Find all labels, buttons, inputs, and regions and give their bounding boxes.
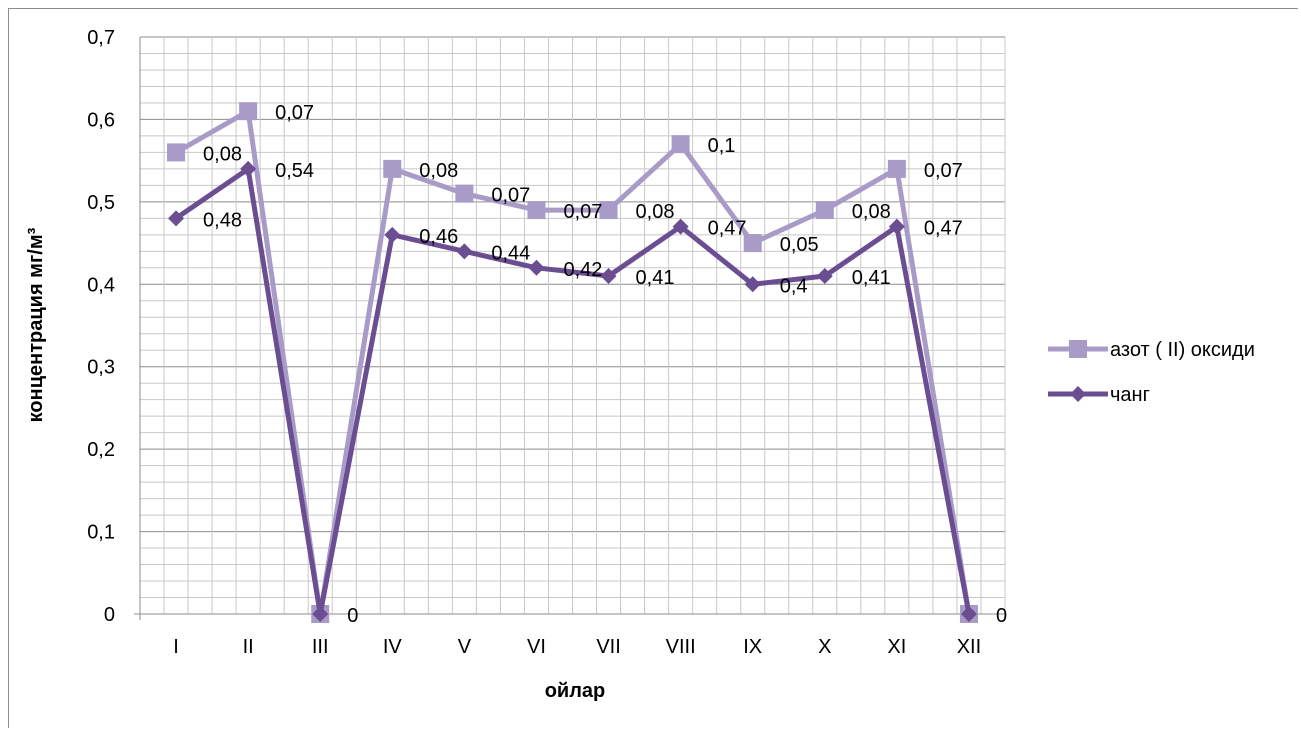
data-label: 0,08 [852,201,891,223]
x-tick-label: X [818,636,831,658]
data-point [528,259,545,276]
data-label: 0,08 [636,201,675,223]
x-tick-label: II [243,636,254,658]
y-axis-title: концентрация мг/м³ [25,227,47,422]
x-tick-label: IX [743,636,762,658]
data-point [599,201,618,220]
data-label: 0,47 [924,218,963,240]
data-point [384,226,401,243]
legend-label: чанг [1110,384,1150,406]
data-point [672,218,689,235]
data-point [816,268,833,285]
y-tick-label: 0,7 [87,27,115,49]
data-label: 0,07 [563,201,602,223]
y-tick-label: 0 [104,604,115,626]
legend-marker [1070,386,1086,402]
legend-marker [1069,340,1087,358]
y-tick-labels: 0 0,1 0,2 0,3 0,4 0,5 0,6 0,7 [87,27,115,626]
x-tick-label: XII [957,636,981,658]
y-tick-label: 0,2 [87,439,115,461]
x-tick-label: V [458,636,472,658]
y-tick-label: 0,1 [87,522,115,544]
x-tick-labels: I II III IV V VI VII VIII IX X XI XII [173,636,981,658]
data-point [744,276,761,293]
data-point [383,159,402,178]
data-point [743,234,762,253]
grid [134,36,1006,620]
y-tick-label: 0,5 [87,192,115,214]
x-tick-label: VI [527,636,546,658]
data-point [887,159,906,178]
legend-label: азот ( II) оксиди [1110,339,1255,361]
series-group [167,102,978,623]
data-point [167,143,186,162]
data-label: 0,05 [780,234,819,256]
data-point [600,268,617,285]
data-point [456,243,473,260]
data-point [527,201,546,220]
data-point [240,160,257,177]
series-line [174,166,972,617]
data-point [455,184,474,203]
chart-frame [8,8,1298,728]
data-label: 0,1 [708,135,736,157]
x-axis-title: ойлар [545,680,606,702]
data-label: 0,4 [780,275,808,297]
x-tick-label: I [173,636,179,658]
data-label: 0,54 [275,160,314,182]
data-label: 0,47 [708,218,747,240]
data-label: 0 [347,605,358,627]
data-label: 0,41 [852,267,891,289]
data-point [815,201,834,220]
data-labels: 0,08 0,07 0,08 0,07 0,07 0,08 0,1 0,05 0,08 0,07 0… [203,102,1007,627]
data-point [312,606,329,622]
x-tick-label: VIII [666,636,696,658]
data-label: 0,07 [924,160,963,182]
data-label: 0,07 [275,102,314,124]
series-2 [168,160,977,622]
x-tick-label: VII [596,636,620,658]
data-label: 0 [996,605,1007,627]
data-label: 0,44 [491,242,530,264]
data-label: 0,08 [203,143,242,165]
data-label: 0,46 [419,226,458,248]
x-tick-label: III [312,636,329,658]
data-label: 0,42 [563,259,602,281]
y-tick-label: 0,6 [87,109,115,131]
data-point [671,135,690,154]
data-point [239,102,258,121]
data-point [888,218,905,235]
legend: азот ( II) оксиди чанг [1048,339,1255,406]
data-label: 0,08 [419,160,458,182]
data-label: 0,41 [636,267,675,289]
legend-item: чанг [1048,384,1150,406]
data-label: 0,07 [491,185,530,207]
data-point [168,210,185,227]
data-point [960,606,977,622]
x-tick-label: IV [383,636,403,658]
data-label: 0,48 [203,209,242,231]
y-tick-label: 0,4 [87,274,115,296]
legend-item: азот ( II) оксиди [1048,339,1255,361]
x-tick-label: XI [887,636,906,658]
y-tick-label: 0,3 [87,357,115,379]
